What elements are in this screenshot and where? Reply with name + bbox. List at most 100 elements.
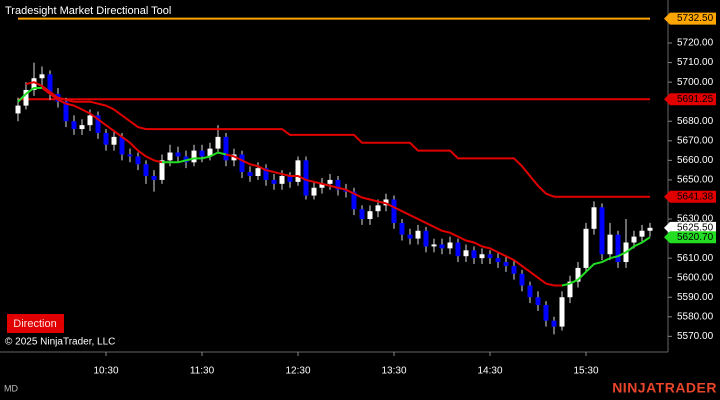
candle-body — [47, 74, 53, 94]
x-tick-label: 14:30 — [477, 366, 502, 377]
price-marker-label: 5691.25 — [677, 94, 714, 105]
candle-body — [263, 168, 269, 180]
candle-body — [199, 150, 205, 157]
candle-body — [615, 234, 621, 263]
y-tick-label: 5630.00 — [677, 214, 714, 225]
candle-body — [431, 244, 437, 247]
candle-body — [119, 136, 125, 155]
candle-body — [215, 136, 221, 149]
candle-body — [423, 230, 429, 247]
candle-body — [223, 136, 229, 161]
y-tick-label: 5590.00 — [677, 292, 714, 303]
candle-body — [143, 164, 149, 176]
candle-body — [95, 115, 101, 133]
candle-body — [79, 125, 85, 130]
candle-body — [527, 285, 533, 298]
candle-body — [583, 228, 589, 268]
candle-body — [559, 297, 565, 327]
candle-body — [391, 199, 397, 223]
y-tick-label: 5680.00 — [677, 116, 714, 127]
candle-body — [335, 179, 341, 190]
candle-body — [287, 176, 293, 182]
candle-body — [375, 205, 381, 212]
candle-body — [295, 160, 301, 182]
candle-body — [575, 267, 581, 282]
button-label[interactable]: Direction — [13, 318, 56, 330]
candle-body — [127, 154, 133, 157]
indicator-line — [17, 87, 42, 103]
candle-body — [415, 230, 421, 239]
candle-body — [151, 176, 157, 180]
candle-body — [639, 230, 645, 237]
candle-body — [503, 262, 509, 266]
candle-body — [455, 242, 461, 257]
price-marker — [664, 12, 716, 25]
x-tick-label: 12:30 — [285, 366, 310, 377]
indicator-line — [162, 151, 227, 164]
candle-body — [567, 281, 573, 298]
y-tick-label: 5600.00 — [677, 272, 714, 283]
candle-body — [255, 168, 261, 176]
candle-body — [607, 234, 613, 255]
y-tick-label: 5650.00 — [677, 175, 714, 186]
candle-body — [399, 222, 405, 235]
footer-label: MD — [4, 383, 18, 393]
candle-body — [647, 227, 653, 231]
candle-body — [359, 209, 365, 220]
candle-body — [247, 172, 253, 176]
x-tick-label: 15:30 — [573, 366, 598, 377]
candle-body — [519, 273, 525, 286]
indicator-line — [41, 87, 163, 164]
candle-body — [543, 305, 549, 321]
price-marker-label: 5620.70 — [677, 232, 714, 243]
candle-body — [87, 115, 93, 126]
brand-logo: NINJATRADER — [612, 380, 717, 396]
candle-body — [479, 254, 485, 259]
candle-body — [167, 152, 173, 161]
candle-body — [447, 242, 453, 249]
candle-body — [71, 121, 77, 130]
candle-body — [487, 254, 493, 259]
candle-body — [495, 258, 501, 263]
candle-body — [327, 179, 333, 184]
candle-body — [111, 136, 117, 145]
candle-body — [207, 148, 213, 157]
y-tick-label: 5570.00 — [677, 331, 714, 342]
y-tick-label: 5710.00 — [677, 57, 714, 68]
candle-body — [31, 78, 37, 90]
candle-body — [319, 183, 325, 188]
y-tick-label: 5660.00 — [677, 155, 714, 166]
y-tick-label: 5700.00 — [677, 77, 714, 88]
copyright: © 2025 NinjaTrader, LLC — [5, 337, 115, 348]
candle-body — [535, 297, 541, 306]
candle-body — [23, 89, 29, 106]
direction-button[interactable]: Direction — [7, 314, 64, 333]
x-tick-label: 13:30 — [381, 366, 406, 377]
candle-body — [351, 191, 357, 210]
price-marker-label: 5641.38 — [677, 191, 714, 202]
price-marker-label: 5732.50 — [677, 13, 714, 24]
candle-body — [175, 152, 181, 157]
candle-body — [191, 150, 197, 163]
candle-body — [631, 236, 637, 243]
candle-body — [159, 160, 165, 180]
y-tick-label: 5610.00 — [677, 253, 714, 264]
candle-body — [15, 105, 21, 114]
button-background[interactable] — [7, 314, 64, 333]
price-marker — [664, 93, 716, 106]
candle-body — [439, 244, 445, 249]
indicator-line — [225, 153, 562, 287]
chart-title: Tradesight Market Directional Tool — [5, 5, 171, 17]
candle-body — [271, 179, 277, 184]
candle-body — [103, 132, 109, 145]
candle-body — [303, 160, 309, 196]
candle-body — [39, 74, 45, 79]
candle-body — [135, 156, 141, 165]
x-tick-label: 11:30 — [190, 366, 215, 377]
candle-body — [511, 265, 517, 274]
indicator-line — [561, 236, 651, 287]
candle-body — [407, 234, 413, 239]
